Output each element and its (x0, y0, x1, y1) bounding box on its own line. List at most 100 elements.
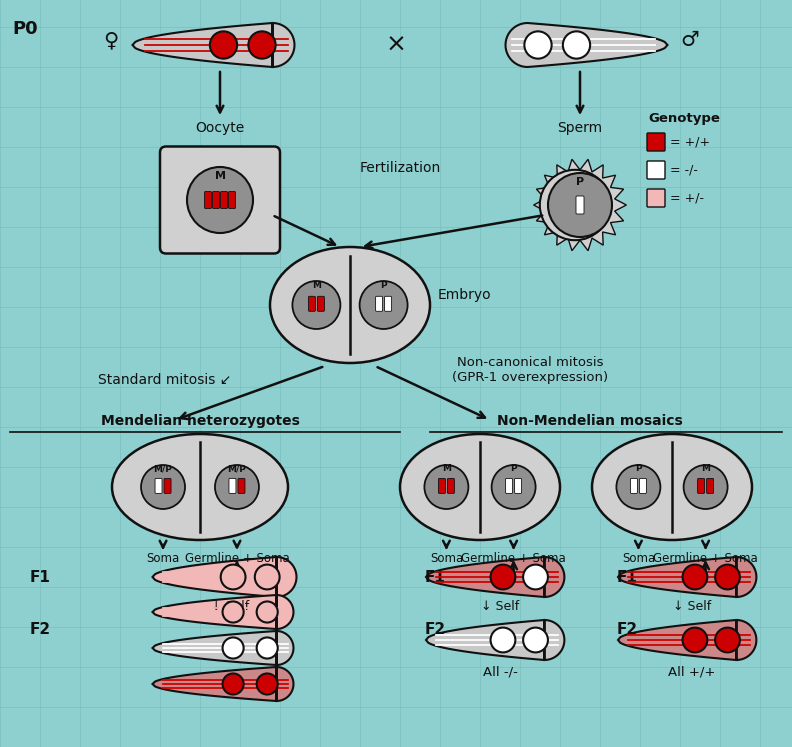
Circle shape (524, 627, 548, 652)
Text: P: P (635, 465, 642, 474)
Polygon shape (426, 620, 565, 660)
Circle shape (223, 601, 244, 622)
Polygon shape (618, 620, 756, 660)
Circle shape (425, 465, 468, 509)
Polygon shape (153, 595, 294, 629)
Text: P0: P0 (12, 20, 38, 38)
Circle shape (683, 565, 707, 589)
Text: Soma: Soma (622, 552, 655, 565)
FancyBboxPatch shape (439, 478, 445, 494)
FancyBboxPatch shape (647, 133, 665, 151)
Circle shape (715, 627, 740, 652)
Text: Soma: Soma (147, 552, 180, 565)
Circle shape (210, 31, 237, 59)
Text: All -/-: All -/- (482, 666, 517, 678)
Text: F1: F1 (30, 569, 51, 584)
Circle shape (360, 281, 408, 329)
Circle shape (187, 167, 253, 233)
Circle shape (715, 565, 740, 589)
Text: = -/-: = -/- (670, 164, 698, 176)
Text: All +/+: All +/+ (668, 666, 716, 678)
Circle shape (524, 31, 552, 59)
Circle shape (223, 674, 244, 695)
Polygon shape (618, 557, 756, 597)
Text: Sperm: Sperm (558, 121, 603, 135)
FancyBboxPatch shape (630, 478, 638, 494)
FancyBboxPatch shape (220, 191, 227, 208)
FancyBboxPatch shape (515, 478, 522, 494)
Circle shape (141, 465, 185, 509)
Text: ↓ Self: ↓ Self (481, 601, 519, 613)
Circle shape (563, 31, 590, 59)
Text: Fertilization: Fertilization (360, 161, 440, 175)
Ellipse shape (592, 434, 752, 540)
FancyBboxPatch shape (706, 478, 714, 494)
Text: Non-Mendelian mosaics: Non-Mendelian mosaics (497, 414, 683, 428)
Text: F2: F2 (617, 622, 638, 637)
Text: F1: F1 (425, 569, 446, 584)
FancyBboxPatch shape (155, 478, 162, 494)
Text: P: P (510, 465, 517, 474)
Text: ↓ Self: ↓ Self (211, 601, 249, 613)
Text: M: M (442, 465, 451, 474)
Text: M/P: M/P (227, 465, 246, 474)
Circle shape (257, 601, 278, 622)
FancyBboxPatch shape (204, 191, 211, 208)
Text: M: M (215, 171, 226, 181)
Text: ♀: ♀ (103, 30, 118, 50)
Polygon shape (153, 667, 294, 701)
Circle shape (683, 465, 728, 509)
Circle shape (221, 565, 246, 589)
Text: P: P (380, 281, 387, 290)
FancyBboxPatch shape (229, 191, 235, 208)
Text: = +/-: = +/- (670, 191, 704, 205)
Circle shape (223, 637, 244, 659)
Text: = +/+: = +/+ (670, 135, 710, 149)
Circle shape (490, 565, 516, 589)
Text: Germline + Soma: Germline + Soma (185, 552, 289, 565)
Circle shape (492, 465, 535, 509)
Circle shape (540, 170, 610, 241)
Polygon shape (132, 23, 295, 67)
Circle shape (548, 173, 612, 237)
Polygon shape (426, 557, 565, 597)
Ellipse shape (400, 434, 560, 540)
Circle shape (249, 31, 276, 59)
Text: ♂: ♂ (680, 30, 699, 50)
Circle shape (490, 627, 516, 652)
Text: Embryo: Embryo (438, 288, 492, 302)
FancyBboxPatch shape (647, 161, 665, 179)
Circle shape (257, 674, 278, 695)
Text: Genotype: Genotype (648, 112, 720, 125)
Text: Standard mitosis ↙: Standard mitosis ↙ (98, 373, 232, 387)
Circle shape (292, 281, 341, 329)
Text: ↓ Self: ↓ Self (673, 601, 711, 613)
FancyBboxPatch shape (229, 478, 236, 494)
Text: F2: F2 (30, 622, 51, 637)
Text: Germline + Soma: Germline + Soma (653, 552, 758, 565)
FancyBboxPatch shape (160, 146, 280, 253)
Text: Oocyte: Oocyte (196, 121, 245, 135)
FancyBboxPatch shape (447, 478, 455, 494)
FancyBboxPatch shape (385, 297, 391, 311)
FancyBboxPatch shape (576, 196, 584, 214)
Circle shape (215, 465, 259, 509)
Polygon shape (505, 23, 668, 67)
Polygon shape (153, 557, 296, 597)
FancyBboxPatch shape (647, 189, 665, 207)
Text: Non-canonical mitosis
(GPR-1 overexpression): Non-canonical mitosis (GPR-1 overexpress… (452, 356, 608, 384)
FancyBboxPatch shape (318, 297, 325, 311)
Circle shape (255, 565, 280, 589)
FancyBboxPatch shape (164, 478, 171, 494)
Circle shape (257, 637, 278, 659)
Text: F2: F2 (425, 622, 446, 637)
FancyBboxPatch shape (238, 478, 245, 494)
Circle shape (524, 565, 548, 589)
Ellipse shape (112, 434, 288, 540)
FancyBboxPatch shape (308, 297, 315, 311)
Ellipse shape (270, 247, 430, 363)
FancyBboxPatch shape (639, 478, 646, 494)
Text: M/P: M/P (154, 465, 173, 474)
FancyBboxPatch shape (375, 297, 383, 311)
FancyBboxPatch shape (505, 478, 512, 494)
